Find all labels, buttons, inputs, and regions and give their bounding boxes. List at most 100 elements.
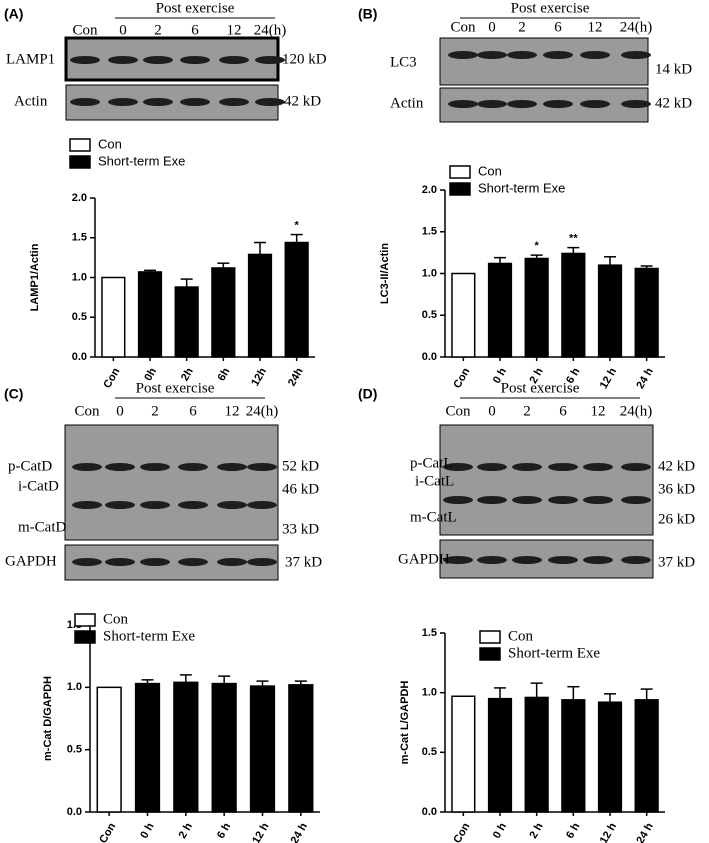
lane-label: Con bbox=[450, 19, 476, 35]
bar bbox=[96, 686, 122, 813]
error-bar bbox=[604, 256, 616, 266]
blot-band bbox=[621, 496, 651, 504]
lane-label: 6 bbox=[559, 403, 567, 419]
y-tick-label: 1.0 bbox=[67, 681, 82, 693]
lane-label: 12 bbox=[227, 22, 242, 38]
blot-band bbox=[507, 100, 537, 108]
error-bar bbox=[567, 246, 580, 254]
error-bar bbox=[180, 278, 193, 288]
kd-label: 46 kD bbox=[282, 481, 319, 497]
band-label: Actin bbox=[390, 95, 424, 111]
blot-band bbox=[217, 463, 247, 471]
panel-label: (A) bbox=[4, 6, 23, 22]
blot-header: Post exercise bbox=[511, 0, 590, 16]
x-tick-label: 0 h bbox=[491, 821, 509, 841]
significance-mark: * bbox=[535, 240, 540, 252]
error-bar bbox=[494, 687, 506, 699]
band-label: p-CatL bbox=[410, 455, 453, 471]
lane-label: 12 bbox=[225, 403, 240, 419]
legend-label: Short-term Exe bbox=[103, 628, 195, 644]
kd-label: 26 kD bbox=[658, 511, 695, 527]
panel-label: (B) bbox=[358, 6, 377, 22]
bar bbox=[284, 241, 309, 358]
y-axis-label: m-Cat D/GAPDH bbox=[42, 676, 54, 761]
error-bar bbox=[218, 675, 231, 684]
lane-label: 6 bbox=[554, 19, 562, 35]
bar bbox=[247, 253, 273, 358]
error-bar bbox=[494, 256, 506, 264]
blot-band bbox=[443, 556, 473, 564]
y-tick-label: 0.0 bbox=[422, 351, 437, 363]
blot-band bbox=[512, 463, 542, 471]
blot-band bbox=[217, 501, 247, 509]
blot-band bbox=[105, 558, 135, 566]
x-tick-label: 6 h bbox=[564, 821, 582, 841]
error-bar bbox=[179, 674, 192, 683]
bar bbox=[288, 684, 314, 813]
y-tick-label: 0.0 bbox=[422, 806, 437, 818]
blot-band bbox=[247, 558, 277, 566]
blot-band bbox=[180, 98, 210, 106]
bar bbox=[524, 696, 549, 813]
blot-band bbox=[548, 556, 578, 564]
legend-swatch bbox=[449, 182, 471, 196]
error-bar bbox=[290, 233, 303, 243]
x-tick-label: 24 h bbox=[289, 821, 311, 843]
blot-band bbox=[143, 56, 173, 64]
lane-label: Con bbox=[445, 403, 471, 419]
y-axis-label: m-Cat L/GAPDH bbox=[399, 681, 411, 765]
blot-band bbox=[543, 51, 573, 59]
legend-label: Con bbox=[103, 611, 129, 627]
blot-band bbox=[621, 100, 651, 108]
blot-image bbox=[439, 37, 649, 86]
bar bbox=[174, 286, 199, 358]
error-bar bbox=[141, 679, 154, 684]
x-tick-label: 6h bbox=[216, 366, 233, 383]
x-tick-label: 12 h bbox=[598, 821, 620, 843]
error-bar bbox=[144, 269, 156, 272]
x-tick-label: 12h bbox=[249, 366, 269, 389]
blot-band bbox=[140, 558, 170, 566]
blot-band bbox=[255, 56, 285, 64]
y-tick-label: 2.0 bbox=[72, 192, 87, 204]
blot-band bbox=[255, 98, 285, 106]
blot-band bbox=[448, 100, 478, 108]
x-tick-label: Con bbox=[101, 366, 122, 391]
x-tick-label: 2 h bbox=[177, 821, 195, 841]
band-label: m-CatL bbox=[410, 509, 457, 525]
blot-band bbox=[477, 463, 507, 471]
x-tick-label: 12 h bbox=[598, 366, 620, 391]
legend-swatch bbox=[479, 647, 501, 661]
y-tick-label: 0.0 bbox=[67, 806, 82, 818]
bar bbox=[211, 682, 237, 813]
kd-label: 120 kD bbox=[282, 51, 327, 67]
blot-band bbox=[477, 51, 507, 59]
lane-label: 0 bbox=[116, 403, 124, 419]
blot-band bbox=[477, 496, 507, 504]
x-tick-label: 24h bbox=[286, 366, 306, 389]
blot-image bbox=[439, 424, 654, 536]
kd-label: 42 kD bbox=[658, 458, 695, 474]
lane-label: 0 bbox=[488, 19, 496, 35]
blot-band bbox=[180, 56, 210, 64]
band-label: Actin bbox=[14, 93, 48, 109]
blot-band bbox=[448, 51, 478, 59]
x-tick-label: 24 h bbox=[634, 366, 656, 391]
blot-band bbox=[72, 463, 102, 471]
bar bbox=[137, 271, 163, 358]
lane-label: Con bbox=[74, 403, 100, 419]
blot-band bbox=[140, 463, 170, 471]
blot-band bbox=[507, 51, 537, 59]
legend-label: Short-term Exe bbox=[98, 153, 185, 168]
x-tick-label: Con bbox=[451, 821, 472, 843]
band-label: LAMP1 bbox=[6, 51, 55, 67]
legend-label: Con bbox=[98, 136, 122, 151]
error-bar bbox=[254, 241, 266, 255]
x-tick-label: 24 h bbox=[634, 821, 656, 843]
blot-image bbox=[439, 539, 654, 579]
blot-band bbox=[72, 501, 102, 509]
blot-band bbox=[178, 501, 208, 509]
kd-label: 14 kD bbox=[655, 61, 692, 77]
blot-image bbox=[64, 424, 279, 541]
